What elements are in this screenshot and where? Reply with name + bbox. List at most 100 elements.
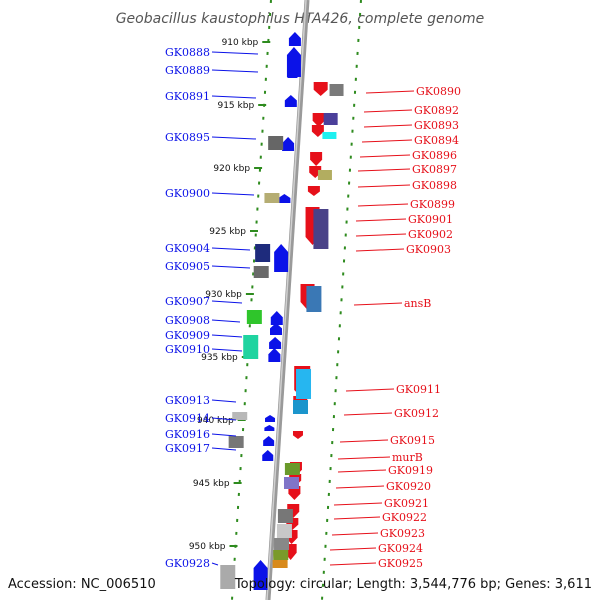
- gene-leader-line: [211, 399, 237, 403]
- gene-leader-line: [333, 516, 381, 520]
- cog-block: [306, 286, 322, 312]
- cog-block: [277, 509, 293, 523]
- reverse-gene-arrow: [310, 152, 323, 166]
- gene-label-gk0928[interactable]: GK0928: [165, 557, 210, 570]
- gene-label-gk0919[interactable]: GK0919: [388, 464, 433, 477]
- gene-label-gk0914[interactable]: GK0914: [165, 412, 210, 425]
- forward-gene-arrow: [262, 450, 274, 461]
- gene-label-murb[interactable]: murB: [392, 451, 423, 464]
- forward-gene-arrow: [287, 70, 298, 78]
- genome-backbone: [265, 0, 310, 600]
- gene-leader-line: [343, 412, 393, 416]
- gene-leader-line: [211, 247, 251, 251]
- cog-block: [246, 310, 262, 324]
- cog-block: [228, 436, 244, 448]
- gene-label-gk0905[interactable]: GK0905: [165, 260, 210, 273]
- gene-leader-line: [365, 90, 415, 94]
- forward-gene-arrow: [270, 311, 283, 325]
- gene-leader-line: [337, 469, 387, 473]
- accession-text: Accession: NC_006510: [8, 577, 156, 592]
- cog-block: [232, 412, 248, 420]
- gene-label-gk0924[interactable]: GK0924: [378, 542, 423, 555]
- forward-gene-arrow: [284, 95, 297, 107]
- gene-label-gk0907[interactable]: GK0907: [165, 295, 210, 308]
- track-guides: [231, 0, 362, 600]
- gene-label-gk0921[interactable]: GK0921: [384, 497, 429, 510]
- gene-label-gk0901[interactable]: GK0901: [408, 213, 453, 226]
- kbp-label: 925 kbp: [209, 227, 246, 237]
- gene-label-gk0889[interactable]: GK0889: [165, 64, 210, 77]
- gene-label-gk0917[interactable]: GK0917: [165, 442, 210, 455]
- forward-gene-arrow: [278, 194, 291, 203]
- genome-backbone-highlight: [266, 0, 307, 600]
- gene-label-gk0900[interactable]: GK0900: [165, 187, 210, 200]
- gene-label-gk0913[interactable]: GK0913: [165, 394, 210, 407]
- gene-leader-line: [211, 348, 243, 352]
- gene-leader-line: [211, 95, 257, 99]
- gene-label-gk0904[interactable]: GK0904: [165, 242, 210, 255]
- gene-leader-line: [339, 439, 389, 443]
- cog-block: [293, 400, 308, 414]
- gene-leader-line: [363, 109, 413, 113]
- gene-label-gk0899[interactable]: GK0899: [410, 198, 455, 211]
- cog-block: [329, 84, 344, 96]
- gene-leader-line: [211, 300, 243, 304]
- gene-label-gk0898[interactable]: GK0898: [412, 179, 457, 192]
- cog-block: [317, 170, 332, 180]
- reverse-gene-arrow: [311, 125, 324, 137]
- gene-leader-line: [211, 136, 257, 140]
- forward-gene-arrow: [274, 244, 289, 272]
- gene-leader-line: [355, 233, 407, 237]
- gene-label-gk0892[interactable]: GK0892: [414, 104, 459, 117]
- gene-label-gk0895[interactable]: GK0895: [165, 131, 210, 144]
- gene-features: [220, 32, 344, 590]
- kbp-label: 935 kbp: [201, 353, 238, 363]
- gene-label-gk0916[interactable]: GK0916: [165, 428, 210, 441]
- kbp-label: 950 kbp: [189, 542, 226, 552]
- forward-gene-arrow: [288, 32, 301, 46]
- gene-leader-line: [211, 265, 251, 269]
- gene-leader-line: [353, 302, 403, 306]
- gene-label-gk0894[interactable]: GK0894: [414, 134, 459, 147]
- gene-leader-line: [211, 319, 241, 323]
- cog-block: [243, 335, 259, 359]
- gene-leader-line: [359, 154, 411, 158]
- gene-label-ansb[interactable]: ansB: [404, 297, 431, 310]
- gene-leader-line: [337, 456, 391, 460]
- gene-label-gk0896[interactable]: GK0896: [412, 149, 457, 162]
- cog-block: [323, 113, 338, 125]
- gene-label-gk0908[interactable]: GK0908: [165, 314, 210, 327]
- cog-block: [276, 524, 292, 538]
- gene-leader-line: [357, 203, 409, 207]
- cog-block: [220, 565, 236, 589]
- gene-label-gk0903[interactable]: GK0903: [406, 243, 451, 256]
- gene-label-gk0923[interactable]: GK0923: [380, 527, 425, 540]
- gene-leader-line: [211, 334, 243, 338]
- gene-label-gk0910[interactable]: GK0910: [165, 343, 210, 356]
- cog-block: [268, 136, 284, 150]
- forward-gene-arrow: [282, 137, 295, 151]
- map-title: Geobacillus kaustophilus HTA426, complet…: [116, 11, 485, 27]
- gene-label-gk0897[interactable]: GK0897: [412, 163, 457, 176]
- gene-label-gk0890[interactable]: GK0890: [416, 85, 461, 98]
- gene-label-gk0902[interactable]: GK0902: [408, 228, 453, 241]
- forward-gene-arrow: [265, 415, 276, 422]
- gene-label-gk0888[interactable]: GK0888: [165, 46, 210, 59]
- kbp-label: 910 kbp: [222, 38, 259, 48]
- gene-label-gk0925[interactable]: GK0925: [378, 557, 423, 570]
- gene-label-gk0912[interactable]: GK0912: [394, 407, 439, 420]
- cog-block: [296, 369, 312, 399]
- gene-label-gk0922[interactable]: GK0922: [382, 511, 427, 524]
- gene-label-gk0893[interactable]: GK0893: [414, 119, 459, 132]
- gene-leader-line: [211, 447, 237, 451]
- gene-label-gk0920[interactable]: GK0920: [386, 480, 431, 493]
- gene-label-gk0911[interactable]: GK0911: [396, 383, 441, 396]
- gene-leader-line: [211, 562, 219, 566]
- gene-label-gk0915[interactable]: GK0915: [390, 434, 435, 447]
- gene-label-gk0891[interactable]: GK0891: [165, 90, 210, 103]
- gene-leader-line: [211, 417, 237, 421]
- forward-gene-labels: GK0888 GK0889 GK0891 GK0895 GK0900 GK0904 GK09…: [165, 46, 259, 570]
- left-track-guide: [231, 0, 272, 600]
- gene-label-gk0909[interactable]: GK0909: [165, 329, 210, 342]
